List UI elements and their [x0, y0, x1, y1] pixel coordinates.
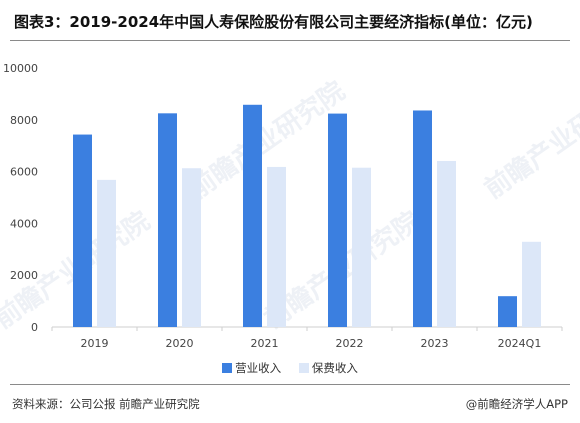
bar-premium [437, 160, 456, 327]
bar-premium [97, 179, 116, 327]
bar-premium [522, 241, 541, 327]
bar-revenue [158, 113, 177, 327]
bar-revenue [498, 296, 517, 327]
legend-item-revenue: 营业收入 [222, 360, 281, 376]
y-tick-label: 10000 [3, 62, 38, 75]
x-tick-label: 2020 [166, 337, 194, 350]
bar-premium [182, 168, 201, 327]
bar-premium [352, 167, 371, 327]
y-tick-label: 0 [31, 321, 38, 334]
bar-revenue [243, 104, 262, 327]
bar-revenue [413, 110, 432, 327]
legend-item-premium: 保费收入 [298, 360, 358, 376]
x-tick-label: 2019 [81, 337, 109, 350]
legend-label-revenue: 营业收入 [235, 361, 282, 375]
legend-swatch-revenue [222, 363, 233, 373]
footer-divider [10, 384, 570, 385]
x-tick-label: 2024Q1 [498, 337, 542, 350]
legend: 营业收入 保费收入 [0, 360, 580, 376]
y-tick-label: 6000 [10, 166, 38, 179]
x-tick-label: 2022 [336, 337, 364, 350]
credit-note: @前瞻经济学人APP [465, 397, 568, 411]
y-tick-label: 4000 [10, 217, 38, 230]
bar-revenue [73, 134, 92, 327]
y-tick-label: 2000 [10, 269, 38, 282]
source-note: 资料来源：公司公报 前瞻产业研究院 [12, 397, 200, 411]
legend-swatch-premium [298, 363, 309, 373]
legend-label-premium: 保费收入 [311, 361, 358, 375]
title-divider [10, 40, 570, 41]
bar-premium [267, 166, 286, 327]
x-tick-label: 2021 [251, 337, 279, 350]
y-tick-label: 8000 [10, 114, 38, 127]
x-tick-label: 2023 [421, 337, 449, 350]
bar-revenue [328, 113, 347, 327]
chart-title: 图表3：2019-2024年中国人寿保险股份有限公司主要经济指标(单位：亿元) [14, 13, 533, 31]
